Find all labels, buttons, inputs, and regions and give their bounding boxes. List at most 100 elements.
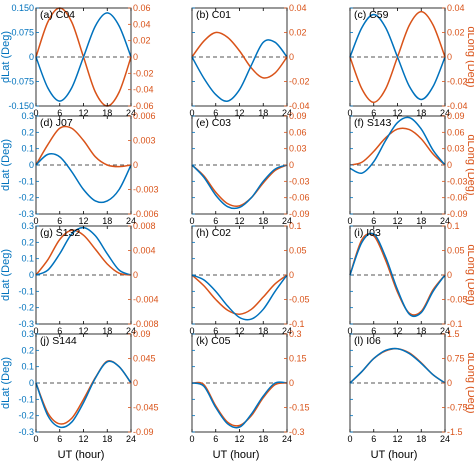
- y-left-tick-label: 0: [29, 378, 34, 388]
- dlat-series-line: [191, 164, 288, 210]
- panel-title: (a) C04: [40, 9, 75, 21]
- y-right-axis-label: dLong (Deg): [465, 26, 474, 87]
- x-tick-label: 12: [234, 326, 244, 336]
- y-right-tick-label: 0.04: [133, 19, 151, 29]
- x-tick-label: 12: [392, 326, 402, 336]
- y-right-tick-label: 0: [447, 378, 452, 388]
- y-right-tick-label: -0.04: [447, 101, 468, 111]
- x-tick-label: 0: [33, 434, 38, 444]
- panel-grid: 0 6 12 18 24-0.150-0.07500.0750.150-0.06-0.0…: [0, 3, 474, 444]
- y-right-tick-label: 0: [289, 270, 294, 280]
- y-right-tick-label: 0.045: [133, 354, 156, 364]
- x-tick-label: 24: [282, 216, 292, 226]
- y-right-tick-label: 0.03: [447, 144, 465, 154]
- panel-8: 0 6 12 18 24-0.1 -0.05 0 0.05 0.1 (h) C02: [189, 221, 309, 336]
- y-right-tick-label: 0.06: [447, 127, 465, 137]
- panel-7: 0 6 12 18 24 -0.3 -0.2 -0.1 0 0.1 0.2 0.3 -0.008 -0.0…: [0, 221, 159, 336]
- x-tick-label: 18: [416, 216, 426, 226]
- y-right-tick-label: 0: [133, 52, 138, 62]
- panel-title: (b) C01: [196, 9, 231, 21]
- y-right-tick-label: 0.05: [289, 246, 307, 256]
- panel-title: (l) I06: [354, 335, 381, 347]
- y-left-tick-label: 0.1: [21, 144, 34, 154]
- panel-2: 0 6 12 18 24-0.04 -0.02 0 0.02 0.04 (b) C01: [189, 3, 309, 118]
- dlong-series-line: [349, 233, 446, 316]
- y-left-tick-label: 0.1: [21, 362, 34, 372]
- dlat-series-line: [349, 13, 446, 101]
- dlong-series-line: [191, 381, 288, 427]
- dlat-series-line: [349, 347, 446, 384]
- dlat-series-line: [35, 360, 132, 429]
- y-right-tick-label: 0.09: [289, 111, 307, 121]
- y-right-axis-label: dLong (Deg): [465, 134, 474, 195]
- y-right-tick-label: 0.003: [133, 136, 156, 146]
- x-tick-label: 6: [57, 108, 62, 118]
- y-right-tick-label: 0.006: [133, 111, 156, 121]
- y-left-tick-label: 0.3: [21, 111, 34, 121]
- y-right-tick-label: 0.09: [133, 329, 151, 339]
- x-tick-label: 6: [213, 216, 218, 226]
- x-tick-label: 18: [102, 216, 112, 226]
- x-tick-label: 0: [33, 216, 38, 226]
- x-tick-label: 18: [258, 108, 268, 118]
- y-right-tick-label: 0.3: [289, 329, 302, 339]
- x-tick-label: 0: [347, 434, 352, 444]
- y-right-tick-label: -1.5: [447, 427, 463, 437]
- x-tick-label: 6: [57, 434, 62, 444]
- y-right-tick-label: 0.004: [133, 246, 156, 256]
- panel-title: (g) S132: [40, 227, 80, 239]
- panel-title: (e) C03: [196, 117, 231, 129]
- x-tick-label: 6: [371, 326, 376, 336]
- x-tick-label: 0: [189, 326, 194, 336]
- y-right-tick-label: 0.03: [289, 144, 307, 154]
- dlat-series-line: [349, 232, 446, 318]
- panel-title: (k) C05: [196, 335, 231, 347]
- y-right-tick-label: 0.008: [133, 221, 156, 231]
- y-right-tick-label: -0.05: [289, 295, 310, 305]
- y-left-tick-label: 0.2: [21, 237, 34, 247]
- y-right-tick-label: 0.02: [133, 36, 151, 46]
- y-left-tick-label: 0.3: [21, 329, 34, 339]
- y-right-tick-label: 0: [133, 378, 138, 388]
- y-right-tick-label: 0: [133, 270, 138, 280]
- y-left-tick-label: -0.1: [18, 286, 34, 296]
- x-tick-label: 0: [189, 216, 194, 226]
- panel-title: (i) I03: [354, 227, 381, 239]
- y-right-tick-label: 0.06: [133, 3, 151, 13]
- panel-title: (c) C59: [354, 9, 389, 21]
- y-right-tick-label: 1.5: [447, 329, 460, 339]
- y-right-tick-label: -0.75: [447, 403, 468, 413]
- y-right-tick-label: 0.04: [289, 3, 307, 13]
- y-right-tick-label: 0.04: [447, 3, 465, 13]
- x-tick-label: 12: [234, 108, 244, 118]
- x-axis-label-col-3: UT (hour): [371, 449, 418, 461]
- panel-title: (j) S144: [40, 335, 77, 347]
- x-tick-label: 12: [234, 216, 244, 226]
- dlong-series-line: [191, 31, 288, 79]
- panel-10: 0 6 12 18 24 -0.3 -0.2 -0.1 0 0.1 0.2 0.3 -0.09 -0.04…: [0, 329, 159, 444]
- dlat-series-line: [349, 116, 446, 175]
- dlat-series-line: [191, 274, 288, 321]
- y-left-axis-label: dLat (Deg): [0, 357, 12, 409]
- y-right-tick-label: 0: [447, 52, 452, 62]
- x-tick-label: 0: [33, 108, 38, 118]
- x-tick-label: 12: [392, 216, 402, 226]
- y-left-tick-label: 0: [29, 270, 34, 280]
- y-left-tick-label: -0.3: [18, 427, 34, 437]
- x-axis-label-col-1: UT (hour): [58, 449, 105, 461]
- y-right-tick-label: 0.02: [447, 28, 465, 38]
- y-left-tick-label: -0.2: [18, 411, 34, 421]
- y-right-tick-label: -0.06: [447, 193, 468, 203]
- y-right-tick-label: -0.02: [447, 77, 468, 87]
- x-tick-label: 12: [78, 216, 88, 226]
- y-right-tick-label: -0.045: [133, 403, 159, 413]
- y-right-tick-label: -0.09: [133, 427, 154, 437]
- y-right-tick-label: 0: [289, 52, 294, 62]
- y-left-axis-label: dLat (Deg): [0, 249, 12, 301]
- y-right-tick-label: 0.75: [447, 354, 465, 364]
- x-axis-labels: UT (hour) UT (hour) UT (hour): [58, 449, 418, 461]
- y-right-tick-label: 0.1: [289, 221, 302, 231]
- x-tick-label: 18: [102, 434, 112, 444]
- y-right-tick-label: 0.05: [447, 246, 465, 256]
